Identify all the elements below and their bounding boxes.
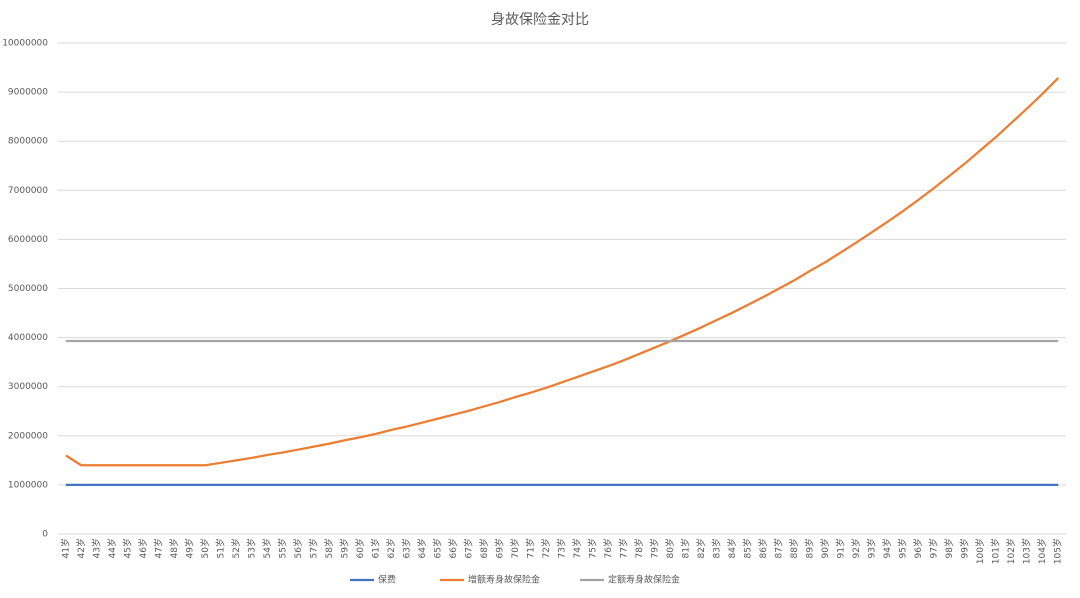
x-tick-label: 70岁 xyxy=(509,538,521,558)
x-tick-label: 66岁 xyxy=(447,538,459,558)
x-tick-label: 97岁 xyxy=(928,538,940,558)
x-tick-label: 74岁 xyxy=(571,538,583,558)
y-tick-label: 8000000 xyxy=(8,137,48,147)
y-tick-label: 4000000 xyxy=(8,333,48,343)
x-tick-label: 92岁 xyxy=(850,538,862,558)
x-tick-label: 89岁 xyxy=(804,538,816,558)
x-tick-label: 103岁 xyxy=(1021,538,1033,564)
x-tick-label: 80岁 xyxy=(664,538,676,558)
x-tick-label: 43岁 xyxy=(90,538,102,558)
legend-label: 定额寿身故保险金 xyxy=(608,574,680,586)
x-tick-label: 44岁 xyxy=(106,538,118,558)
x-tick-label: 46岁 xyxy=(137,538,149,558)
x-tick-label: 81岁 xyxy=(680,538,692,558)
x-tick-label: 71岁 xyxy=(524,538,536,558)
series-line xyxy=(65,77,1060,467)
x-tick-label: 51岁 xyxy=(214,538,226,558)
legend-label: 增额寿身故保险金 xyxy=(468,574,540,586)
legend-label: 保费 xyxy=(378,574,396,586)
x-tick-label: 78岁 xyxy=(633,538,645,558)
x-tick-label: 53岁 xyxy=(245,538,257,558)
x-tick-label: 69岁 xyxy=(493,538,505,558)
x-tick-label: 68岁 xyxy=(478,538,490,558)
x-tick-label: 60岁 xyxy=(354,538,366,558)
x-tick-label: 94岁 xyxy=(881,538,893,558)
x-tick-label: 98岁 xyxy=(943,538,955,558)
x-tick-label: 77岁 xyxy=(618,538,630,558)
x-tick-label: 59岁 xyxy=(338,538,350,558)
x-tick-label: 50岁 xyxy=(199,538,211,558)
x-tick-label: 99岁 xyxy=(959,538,971,558)
x-tick-label: 54岁 xyxy=(261,538,273,558)
x-tick-label: 79岁 xyxy=(649,538,661,558)
y-tick-label: 1000000 xyxy=(8,480,48,490)
x-tick-label: 96岁 xyxy=(912,538,924,558)
x-tick-label: 95岁 xyxy=(897,538,909,558)
y-tick-label: 0 xyxy=(42,530,48,540)
x-tick-label: 104岁 xyxy=(1036,538,1048,564)
x-tick-label: 93岁 xyxy=(866,538,878,558)
y-tick-label: 9000000 xyxy=(8,88,48,98)
y-tick-label: 7000000 xyxy=(8,186,48,196)
x-tick-label: 87岁 xyxy=(773,538,785,558)
y-tick-label: 6000000 xyxy=(8,235,48,245)
x-tick-label: 62岁 xyxy=(385,538,397,558)
x-tick-label: 49岁 xyxy=(183,538,195,558)
x-tick-label: 75岁 xyxy=(587,538,599,558)
y-tick-label: 2000000 xyxy=(8,431,48,441)
y-tick-label: 10000000 xyxy=(2,39,48,49)
x-tick-label: 76岁 xyxy=(602,538,614,558)
y-tick-label: 3000000 xyxy=(8,382,48,392)
x-tick-label: 73岁 xyxy=(556,538,568,558)
x-tick-label: 48岁 xyxy=(168,538,180,558)
y-tick-label: 5000000 xyxy=(8,284,48,294)
x-tick-label: 86岁 xyxy=(757,538,769,558)
x-tick-label: 45岁 xyxy=(121,538,133,558)
x-tick-label: 56岁 xyxy=(292,538,304,558)
x-tick-label: 100岁 xyxy=(974,538,986,564)
chart-title: 身故保险金对比 xyxy=(491,12,589,28)
x-tick-label: 90岁 xyxy=(819,538,831,558)
x-tick-label: 67岁 xyxy=(462,538,474,558)
x-tick-label: 72岁 xyxy=(540,538,552,558)
x-tick-label: 102岁 xyxy=(1005,538,1017,564)
x-tick-label: 91岁 xyxy=(835,538,847,558)
x-tick-label: 101岁 xyxy=(990,538,1002,564)
x-tick-label: 88岁 xyxy=(788,538,800,558)
x-tick-label: 82岁 xyxy=(695,538,707,558)
x-tick-label: 58岁 xyxy=(323,538,335,558)
x-tick-label: 52岁 xyxy=(230,538,242,558)
x-tick-label: 41岁 xyxy=(59,538,71,558)
x-tick-label: 42岁 xyxy=(75,538,87,558)
x-tick-label: 57岁 xyxy=(307,538,319,558)
x-tick-label: 55岁 xyxy=(276,538,288,558)
x-tick-label: 61岁 xyxy=(369,538,381,558)
x-tick-label: 63岁 xyxy=(400,538,412,558)
x-tick-label: 84岁 xyxy=(726,538,738,558)
x-tick-label: 65岁 xyxy=(431,538,443,558)
x-tick-label: 64岁 xyxy=(416,538,428,558)
x-tick-label: 85岁 xyxy=(742,538,754,558)
x-tick-label: 47岁 xyxy=(152,538,164,558)
x-tick-label: 83岁 xyxy=(711,538,723,558)
x-tick-label: 105岁 xyxy=(1052,538,1064,564)
